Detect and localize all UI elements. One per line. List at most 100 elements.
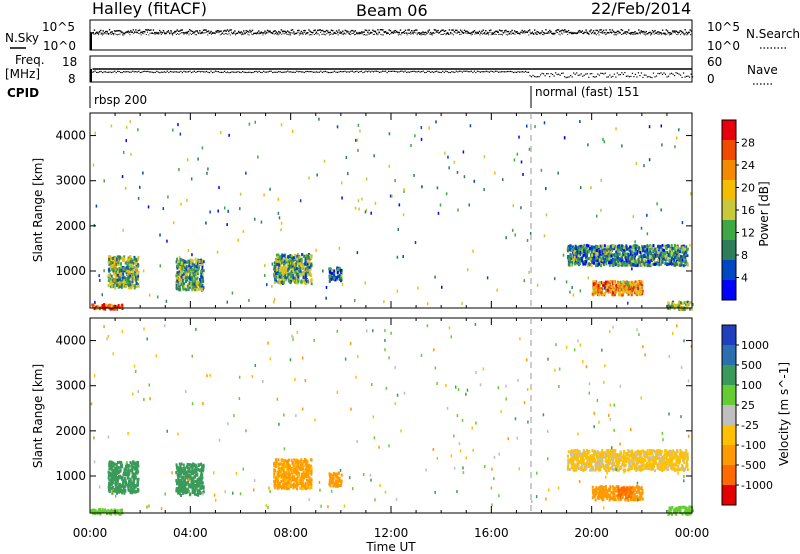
nave-point — [363, 71, 366, 73]
nsky-point — [121, 31, 123, 33]
nave-point — [238, 71, 241, 73]
power-data-point — [585, 254, 588, 258]
power-data-point — [628, 248, 631, 252]
nave-point — [330, 71, 332, 74]
power-data-point — [623, 263, 626, 267]
power-data-point — [125, 284, 128, 288]
power-data-point — [414, 241, 417, 245]
power-data-point — [109, 307, 112, 311]
velocity-data-point — [181, 476, 184, 480]
nsky-point — [243, 30, 245, 32]
power-data-point — [120, 283, 123, 287]
power-data-point — [180, 275, 183, 279]
nsky-point — [368, 29, 370, 32]
power-data-point — [637, 257, 640, 261]
velocity-data-point — [179, 464, 182, 468]
power-data-point — [627, 258, 630, 262]
nsearch-point — [397, 34, 399, 36]
nsearch-point — [409, 33, 411, 35]
power-data-point — [635, 288, 638, 292]
power-data-point — [568, 247, 571, 251]
nsky-point — [513, 30, 516, 32]
power-data-point — [657, 251, 660, 255]
power-data-point — [278, 278, 281, 282]
velocity-data-point — [274, 486, 277, 490]
nave-point — [153, 71, 155, 74]
nave-point — [386, 71, 388, 74]
power-data-point — [180, 282, 183, 286]
nsky-point — [411, 29, 413, 32]
power-data-point — [565, 280, 568, 284]
power-data-point — [646, 213, 648, 217]
nsearch-point — [454, 31, 456, 33]
nsearch-point — [421, 33, 423, 35]
nave-point — [381, 70, 384, 72]
power-data-point — [639, 282, 642, 286]
power-data-point — [142, 171, 144, 175]
velocity-data-point — [136, 489, 139, 493]
power-data-point — [340, 273, 343, 277]
power-data-point — [627, 281, 630, 285]
nsearch-point — [351, 32, 353, 34]
velocity-data-point — [123, 467, 126, 471]
power-data-point — [198, 265, 201, 269]
power-data-point — [656, 202, 658, 206]
power-data-point — [421, 185, 423, 189]
nsearch-point — [214, 33, 216, 35]
nsearch-point — [286, 33, 288, 35]
nsky-point — [291, 29, 294, 31]
nsearch-point — [178, 34, 180, 36]
nsearch-point — [617, 33, 619, 35]
velocity-data-point — [116, 460, 119, 464]
date-title: 22/Feb/2014 — [591, 0, 691, 18]
power-data-point — [566, 256, 569, 260]
nave-point — [345, 71, 348, 73]
nave-point — [524, 70, 527, 73]
power-data-point — [178, 287, 181, 291]
nave-point — [443, 71, 445, 74]
power-data-point — [671, 246, 674, 250]
velocity-data-point — [131, 475, 134, 479]
power-data-point — [516, 152, 519, 156]
nsearch-point — [443, 33, 445, 35]
nsky-point — [585, 29, 587, 31]
power-data-point — [99, 278, 101, 282]
nsearch-point — [470, 34, 472, 36]
nsearch-point — [399, 33, 401, 35]
nsky-point — [330, 29, 333, 31]
power-data-point — [137, 274, 140, 278]
nsky-point — [492, 32, 494, 34]
velocity-data-point — [201, 473, 204, 477]
velocity-data-point — [129, 479, 132, 483]
nave-point — [270, 70, 272, 72]
power-data-point — [309, 267, 312, 271]
nsky-point — [256, 31, 259, 34]
nave-point — [139, 71, 141, 74]
nsearch-point — [608, 32, 610, 34]
nsky-point — [581, 30, 584, 32]
power-data-point — [681, 302, 684, 306]
velocity-data-point — [184, 490, 187, 494]
power-data-point — [638, 285, 641, 289]
nave-point — [312, 71, 314, 73]
nsearch-point — [123, 34, 125, 36]
nsky-point — [186, 31, 188, 33]
power-data-point — [593, 255, 596, 259]
nsearch-point — [499, 33, 501, 35]
nsearch-point — [520, 32, 522, 34]
power-data-point — [122, 285, 125, 289]
power-data-point — [282, 270, 285, 274]
power-data-point — [650, 246, 653, 250]
power-data-point — [646, 264, 649, 268]
nsky-point — [313, 29, 315, 32]
nsky-point — [620, 29, 622, 31]
power-data-point — [124, 277, 127, 281]
power-data-point — [113, 260, 116, 264]
power-data-point — [199, 263, 202, 267]
nsearch-point — [125, 31, 127, 33]
nsearch-point — [450, 32, 452, 34]
nave-point — [451, 71, 453, 73]
power-data-point — [579, 252, 582, 256]
nsky-point — [496, 30, 498, 33]
nave-point — [515, 71, 518, 74]
